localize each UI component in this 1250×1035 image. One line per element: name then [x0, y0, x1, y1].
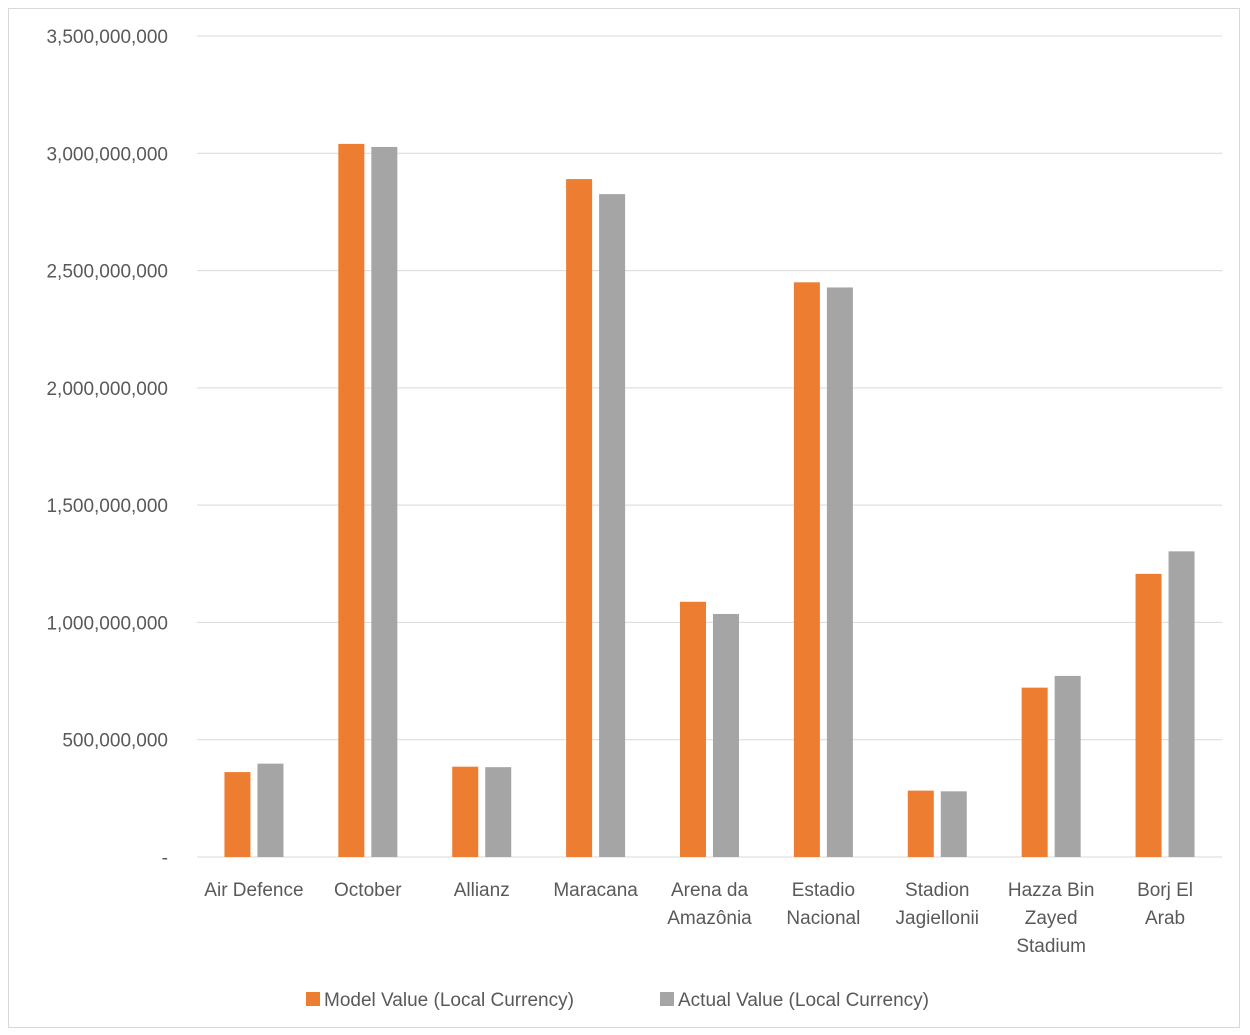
- legend-label: Model Value (Local Currency): [324, 990, 574, 1011]
- bar-actual: [713, 613, 739, 857]
- bar-actual: [1054, 675, 1081, 857]
- x-category-label: Zayed: [1025, 908, 1078, 929]
- x-category-label: Maracana: [553, 880, 638, 901]
- x-category-label: Air Defence: [204, 880, 303, 901]
- x-axis-category-labels: Air Defence October Allianz Maracana Arena d…: [204, 880, 1193, 957]
- bars: [224, 143, 1195, 858]
- bar-actual: [599, 194, 626, 857]
- bar-model: [224, 772, 251, 857]
- y-tick-label: 2,000,000,000: [46, 379, 168, 400]
- x-category-label: October: [334, 880, 402, 901]
- y-tick-label: 1,500,000,000: [46, 496, 168, 517]
- x-category-label: Hazza Bin: [1008, 880, 1095, 901]
- x-category-label: Arab: [1145, 908, 1185, 929]
- y-tick-label: 3,000,000,000: [46, 144, 168, 165]
- bar-model: [338, 143, 365, 858]
- bar-model: [1135, 573, 1162, 857]
- x-category-label: Borj El: [1137, 880, 1193, 901]
- bar-model: [566, 179, 593, 858]
- y-axis-tick-labels: - 500,000,000 1,000,000,000 1,500,000,000 2,…: [46, 27, 168, 869]
- legend-swatch: [660, 992, 674, 1006]
- x-category-label: Jagiellonii: [896, 908, 979, 929]
- x-category-label: Stadium: [1016, 936, 1086, 957]
- bar-actual: [826, 287, 853, 857]
- bar-model: [452, 766, 479, 857]
- bar-actual: [1168, 551, 1195, 857]
- bar-model: [680, 601, 706, 857]
- legend: Model Value (Local Currency) Actual Value…: [306, 990, 929, 1011]
- y-tick-label: 2,500,000,000: [46, 262, 168, 283]
- bar-model: [1021, 687, 1048, 857]
- gridlines: [197, 35, 1222, 858]
- bar-model: [907, 790, 934, 857]
- bar-actual: [485, 767, 512, 857]
- y-tick-label: 500,000,000: [62, 731, 168, 752]
- x-category-label: Nacional: [786, 908, 860, 929]
- bar-actual: [371, 146, 398, 858]
- bar-model: [793, 282, 820, 857]
- bar-actual: [257, 763, 284, 857]
- legend-label: Actual Value (Local Currency): [678, 990, 929, 1011]
- y-tick-label: 1,000,000,000: [46, 613, 168, 634]
- y-tick-label: -: [162, 848, 168, 869]
- bar-actual: [940, 791, 967, 857]
- x-category-label: Allianz: [454, 880, 510, 901]
- x-category-label: Arena da: [671, 880, 749, 901]
- legend-swatch: [306, 992, 320, 1006]
- x-category-label: Amazônia: [667, 908, 752, 929]
- y-tick-label: 3,500,000,000: [46, 27, 168, 48]
- x-category-label: Stadion: [905, 880, 969, 901]
- x-category-label: Estadio: [792, 880, 855, 901]
